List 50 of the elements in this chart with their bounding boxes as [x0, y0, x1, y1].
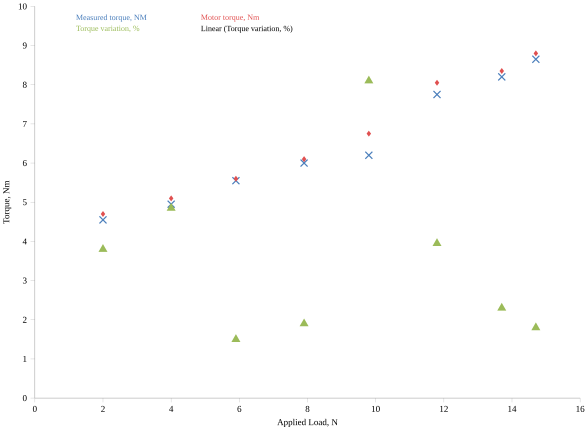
point — [100, 211, 106, 216]
y-tick-label: 9 — [22, 42, 27, 48]
point — [302, 156, 306, 162]
x-tick-label: 10 — [372, 406, 380, 412]
y-tick-label: 8 — [22, 82, 27, 88]
point — [532, 54, 540, 64]
x-tick-label: 6 — [237, 406, 242, 412]
y-tick-label: 5 — [23, 199, 27, 206]
point — [366, 130, 371, 136]
point — [232, 334, 240, 342]
point — [169, 196, 174, 201]
point — [432, 238, 442, 246]
annotation: Linear (Torque variation, %) — [201, 25, 292, 33]
point — [534, 50, 538, 56]
point — [532, 322, 540, 330]
y-tick-label: 0 — [22, 394, 27, 401]
point — [234, 176, 238, 182]
x-axis-title: Applied Load, N — [277, 418, 338, 427]
y-axis-title: Torque, Nm — [3, 180, 12, 224]
y-tick-label: 4 — [22, 238, 27, 244]
point — [300, 318, 308, 326]
point — [98, 244, 108, 252]
y-tick-label: 2 — [22, 316, 27, 323]
x-tick-label: 16 — [576, 406, 584, 412]
point — [432, 90, 442, 98]
point — [167, 200, 176, 208]
y-tick-label: 3 — [22, 277, 27, 284]
point — [364, 150, 373, 160]
x-tick-label: 0 — [32, 406, 37, 412]
point — [300, 158, 308, 168]
text: Torque variation, % — [76, 25, 140, 33]
y-tick-label: 1 — [23, 356, 26, 362]
x-tick-label: 2 — [101, 406, 105, 412]
x-tick-label: 8 — [306, 406, 310, 412]
y-tick-label: 10 — [18, 3, 27, 10]
point — [498, 303, 506, 310]
x-tick-label: 14 — [508, 406, 516, 412]
text: Motor torque, Nm — [201, 14, 260, 22]
point — [167, 203, 176, 211]
point — [364, 76, 373, 84]
point — [500, 68, 504, 74]
point — [98, 216, 108, 224]
y-tick-label: 6 — [22, 160, 27, 166]
x-tick-label: 12 — [440, 406, 448, 412]
point — [434, 80, 440, 86]
point — [232, 176, 240, 185]
text: Measured torque, NM — [76, 14, 147, 22]
x-tick-label: 4 — [169, 406, 174, 412]
point — [498, 72, 506, 81]
y-tick-label: 7 — [23, 120, 27, 127]
